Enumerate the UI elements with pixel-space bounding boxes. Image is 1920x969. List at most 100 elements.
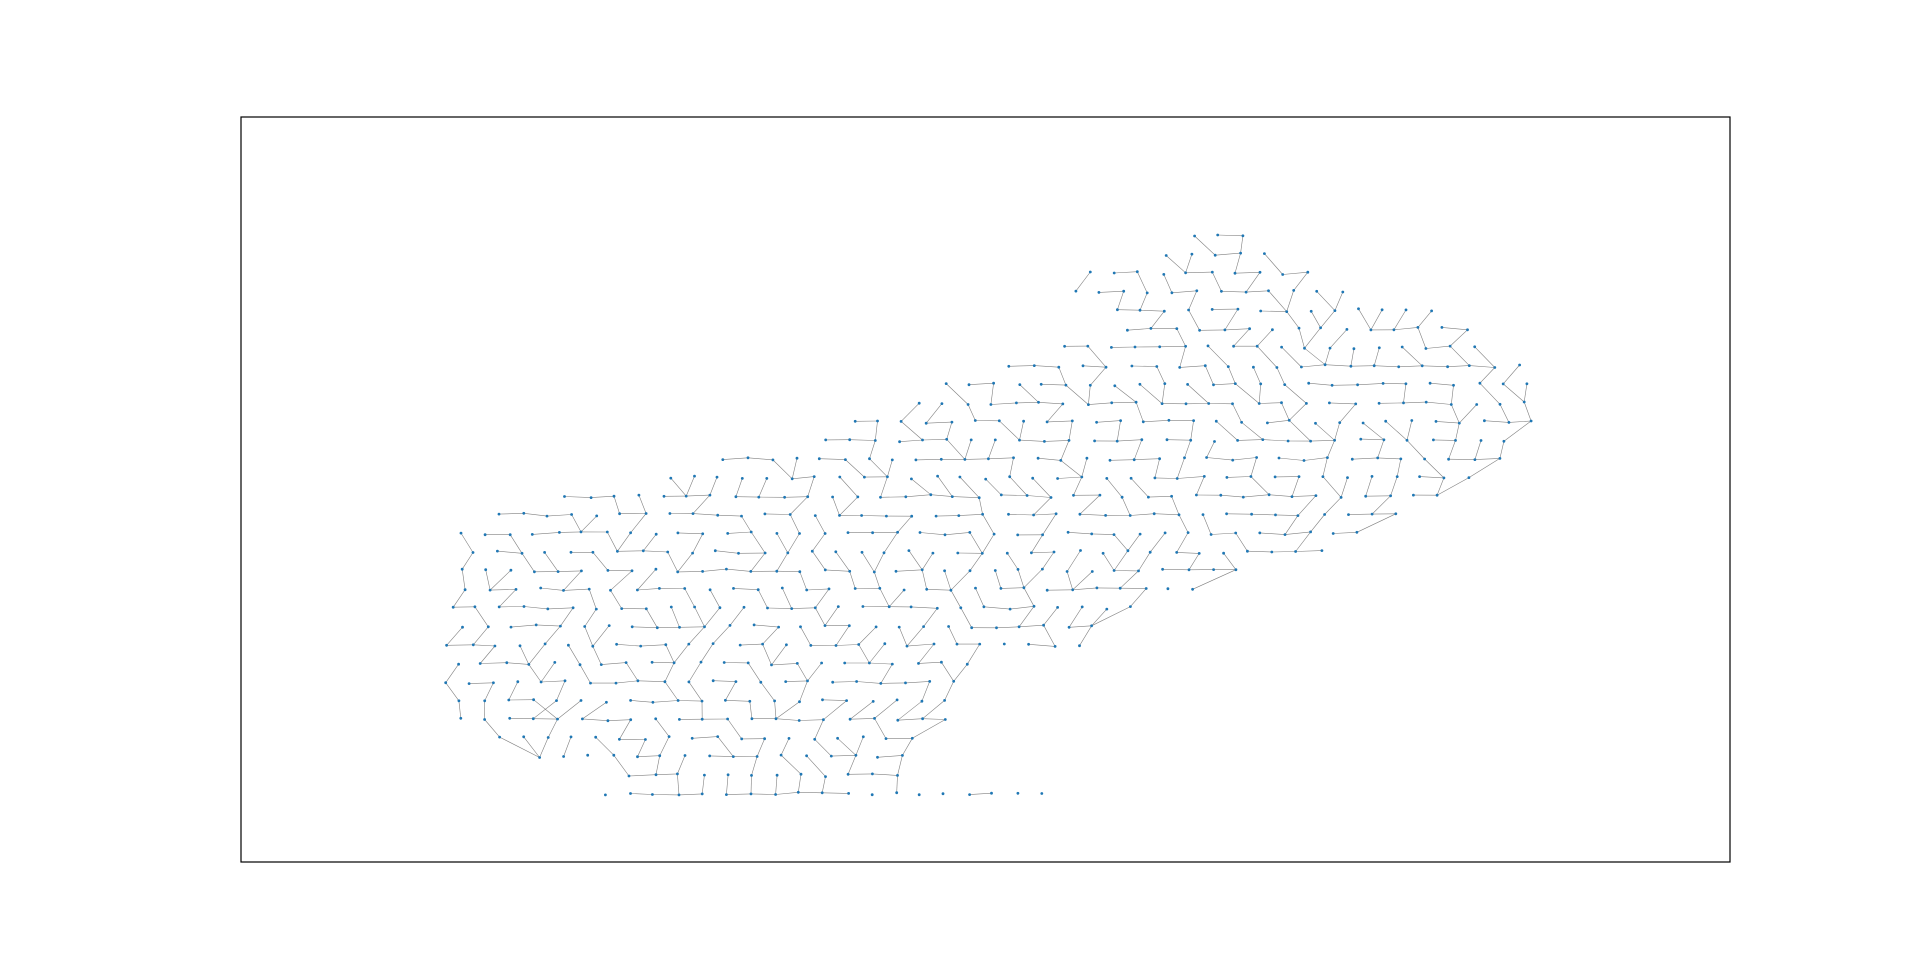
graph-node [925,587,929,591]
graph-edge [1087,345,1107,368]
graph-node [1225,512,1228,516]
graph-edge [1179,346,1186,368]
graph-node [1183,456,1186,460]
graph-edge [815,607,826,626]
graph-node [1087,403,1090,406]
graph-edge [1154,458,1160,478]
graph-edge [1127,533,1141,551]
graph-node [896,530,899,534]
graph-node [887,605,891,609]
graph-edge [776,570,800,572]
graph-node [774,793,777,796]
graph-node [630,625,634,629]
graph-node [1350,457,1354,461]
graph-edge [849,701,874,720]
graph-edge [1000,587,1024,589]
graph-edge [610,590,622,609]
graph-edge [1060,460,1082,478]
graph-node [1162,273,1166,276]
graph-node [1175,327,1179,330]
graph-node [993,438,997,442]
graph-edge [1010,606,1035,610]
graph-node [722,661,726,664]
graph-edge [869,458,888,478]
graph-edge [1148,496,1172,498]
graph-edge [776,552,789,572]
graph-edge [874,552,885,573]
graph-node [471,551,475,554]
graph-node [473,605,477,609]
graph-node [810,549,814,553]
graph-edge [709,476,718,496]
graph-edge [1162,569,1190,571]
graph-node [1466,328,1469,332]
graph-edge [717,514,742,517]
graph-edge [1284,515,1299,535]
graph-node [527,663,531,666]
graph-edge [1065,384,1089,405]
graph-node [910,514,914,518]
graph-node [1041,567,1044,571]
graph-node [1206,344,1210,348]
graph-node [1416,326,1420,329]
graph-edge [1385,420,1408,441]
graph-edge [547,718,558,738]
graph-node [917,662,920,665]
graph-edge [726,793,752,795]
graph-edge [1060,440,1070,461]
graph-node [734,680,738,683]
graph-edge [1069,625,1092,628]
graph-node [956,551,960,555]
graph-edge [557,700,582,720]
graph-edge [1419,476,1444,479]
graph-node [451,605,455,609]
graph-edge [1251,513,1276,516]
graph-node [567,643,570,647]
graph-node [740,737,744,741]
graph-node [1032,604,1036,608]
graph-node [1158,345,1162,349]
graph-edge [630,700,653,703]
graph-node [644,607,648,611]
graph-node [993,569,997,572]
graph-edge [713,680,736,682]
graph-edge [969,553,983,571]
graph-edge [1324,497,1342,515]
graph-edge [1320,310,1336,328]
graph-edge [652,700,679,703]
graph-node [1053,645,1057,648]
graph-edge [825,569,850,572]
graph-node [522,605,526,608]
graph-node [1338,421,1342,424]
graph-edge [523,736,540,758]
graph-node [860,550,864,554]
graph-node [1234,531,1238,535]
graph-edge [944,681,954,701]
graph-node [1303,346,1306,350]
graph-node [1115,439,1119,443]
graph-node [773,699,776,703]
graph-edge [523,606,548,610]
graph-node [1074,289,1078,293]
graph-node [650,660,654,664]
graph-node [1219,493,1223,497]
graph-edge [1459,404,1477,424]
graph-node [677,793,681,797]
graph-edge [480,662,507,664]
graph-node [1008,475,1012,479]
graph-node [844,458,847,461]
graph-node [509,625,513,629]
graph-node [1086,344,1090,348]
graph-node [1309,530,1312,534]
graph-edge [776,533,789,554]
graph-edge [1240,235,1244,254]
graph-node [1140,438,1144,442]
graph-node [1267,493,1271,497]
graph-edge [937,475,953,497]
graph-edge [646,608,658,628]
graph-node [1113,384,1117,388]
graph-edge [900,421,923,441]
graph-node [950,495,954,498]
graph-node [1022,586,1026,590]
